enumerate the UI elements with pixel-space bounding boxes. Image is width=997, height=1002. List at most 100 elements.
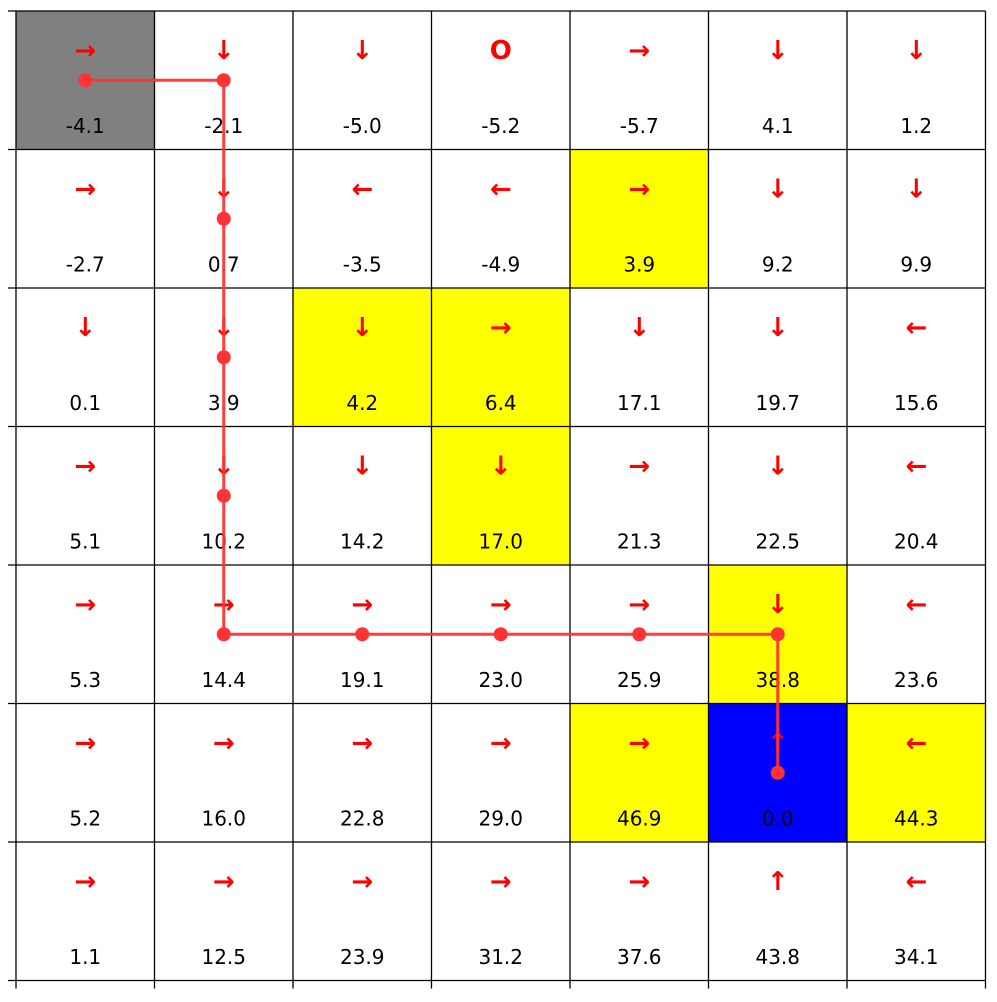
state-value-0-4: -5.7 [620, 114, 659, 138]
path-point-7 [493, 627, 508, 642]
policy-arrow-0-2: ↓ [351, 36, 373, 66]
policy-arrow-2-0: ↓ [74, 313, 96, 343]
policy-arrow-6-2: → [351, 867, 373, 897]
path-point-8 [632, 627, 647, 642]
cell-0-4 [570, 11, 709, 150]
state-value-0-2: -5.0 [343, 114, 382, 138]
policy-arrow-5-0: → [74, 729, 96, 759]
cell-labels: →-4.1↓-2.1↓-5.0O-5.2→-5.7↓4.1↓1.2→-2.7↓0… [66, 36, 939, 969]
policy-arrow-0-3: O [490, 36, 512, 66]
cell-6-4 [570, 842, 709, 981]
state-value-5-6: 44.3 [894, 807, 939, 831]
cell-1-2 [293, 149, 432, 288]
policy-arrow-1-0: → [74, 175, 96, 205]
cell-1-0 [16, 149, 155, 288]
grid-lines [8, 10, 987, 989]
state-value-2-6: 15.6 [894, 391, 939, 415]
cell-5-6 [847, 703, 986, 842]
state-value-2-5: 19.7 [755, 391, 800, 415]
policy-arrow-3-5: ↓ [767, 452, 789, 482]
cell-6-1 [154, 842, 293, 981]
path-point-9 [770, 627, 785, 642]
policy-arrow-0-0: → [74, 36, 96, 66]
path-point-2 [216, 211, 231, 226]
state-value-4-0: 5.3 [69, 668, 101, 692]
policy-arrow-3-0: → [74, 452, 96, 482]
cell-2-6 [847, 288, 986, 427]
cell-2-3 [431, 288, 570, 427]
cell-1-4 [570, 149, 709, 288]
policy-arrow-0-6: ↓ [905, 36, 927, 66]
policy-arrow-2-5: ↓ [767, 313, 789, 343]
policy-arrow-1-3: ← [490, 175, 512, 205]
path-point-0 [78, 73, 93, 88]
cell-3-5 [708, 426, 847, 565]
cell-0-3 [431, 11, 570, 150]
state-value-4-6: 23.6 [894, 668, 939, 692]
state-value-5-1: 16.0 [201, 807, 246, 831]
policy-arrow-5-6: ← [905, 729, 927, 759]
policy-arrow-2-2: ↓ [351, 313, 373, 343]
agent-path [78, 73, 785, 780]
state-value-1-3: -4.9 [481, 253, 520, 277]
cell-6-3 [431, 842, 570, 981]
state-value-4-3: 23.0 [478, 668, 523, 692]
cell-5-1 [154, 703, 293, 842]
policy-arrow-5-3: → [490, 729, 512, 759]
state-value-2-4: 17.1 [617, 391, 662, 415]
cell-0-5 [708, 11, 847, 150]
state-value-0-5: 4.1 [762, 114, 794, 138]
state-value-5-3: 29.0 [478, 807, 523, 831]
state-value-6-5: 43.8 [755, 945, 800, 969]
state-value-1-5: 9.2 [762, 253, 794, 277]
cell-3-0 [16, 426, 155, 565]
cell-4-0 [16, 565, 155, 704]
state-value-3-2: 14.2 [340, 530, 385, 554]
cell-3-4 [570, 426, 709, 565]
policy-arrow-6-1: → [213, 867, 235, 897]
state-value-4-2: 19.1 [340, 668, 385, 692]
cell-6-2 [293, 842, 432, 981]
policy-arrow-4-6: ← [905, 590, 927, 620]
policy-arrow-6-3: → [490, 867, 512, 897]
state-value-1-2: -3.5 [343, 253, 382, 277]
state-value-4-1: 14.4 [201, 668, 246, 692]
cell-5-4 [570, 703, 709, 842]
cell-1-3 [431, 149, 570, 288]
policy-arrow-6-6: ← [905, 867, 927, 897]
cells-layer [16, 11, 986, 981]
cell-3-2 [293, 426, 432, 565]
cell-1-6 [847, 149, 986, 288]
path-point-4 [216, 488, 231, 503]
state-value-1-6: 9.9 [900, 253, 932, 277]
state-value-2-3: 6.4 [485, 391, 517, 415]
cell-2-4 [570, 288, 709, 427]
cell-6-5 [708, 842, 847, 981]
state-value-3-5: 22.5 [755, 530, 800, 554]
cell-2-0 [16, 288, 155, 427]
state-value-5-0: 5.2 [69, 807, 101, 831]
cell-6-0 [16, 842, 155, 981]
state-value-3-4: 21.3 [617, 530, 662, 554]
path-point-10 [770, 765, 785, 780]
policy-arrow-6-4: → [628, 867, 650, 897]
policy-arrow-0-1: ↓ [213, 36, 235, 66]
cell-2-5 [708, 288, 847, 427]
policy-arrow-4-3: → [490, 590, 512, 620]
state-value-2-2: 4.2 [346, 391, 378, 415]
cell-5-3 [431, 703, 570, 842]
cell-6-6 [847, 842, 986, 981]
state-value-1-0: -2.7 [66, 253, 105, 277]
policy-arrow-6-0: → [74, 867, 96, 897]
policy-arrow-4-2: → [351, 590, 373, 620]
policy-arrow-1-5: ↓ [767, 175, 789, 205]
cell-5-2 [293, 703, 432, 842]
policy-arrow-5-2: → [351, 729, 373, 759]
path-point-1 [216, 73, 231, 88]
cell-1-5 [708, 149, 847, 288]
cell-4-6 [847, 565, 986, 704]
state-value-6-1: 12.5 [201, 945, 246, 969]
state-value-3-0: 5.1 [69, 530, 101, 554]
policy-arrow-0-5: ↓ [767, 36, 789, 66]
